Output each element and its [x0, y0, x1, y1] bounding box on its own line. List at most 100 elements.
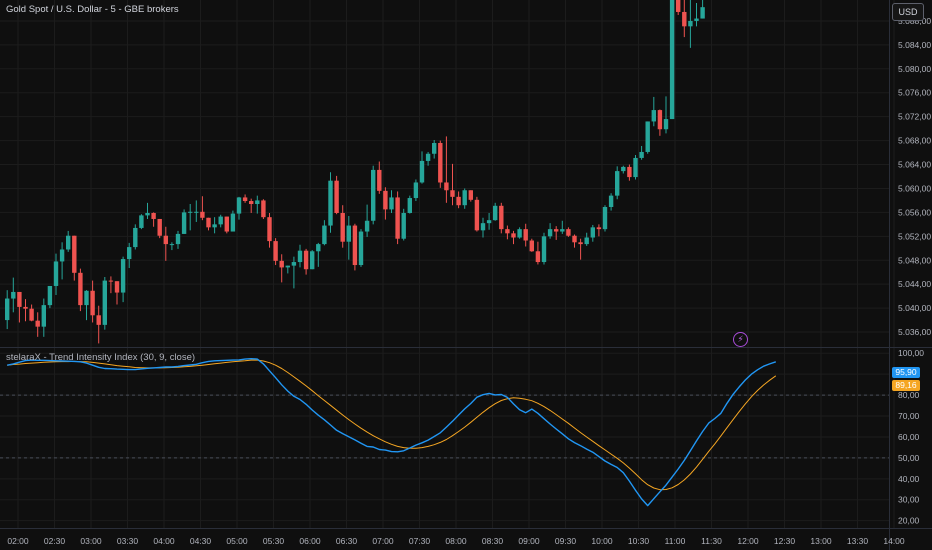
candle [474, 196, 480, 232]
price-axis-tick-label: 5.056,00 [898, 207, 931, 217]
candle [35, 312, 40, 337]
candle [279, 254, 284, 283]
candle-body [175, 233, 181, 245]
symbol-title[interactable]: Gold Spot / U.S. Dollar - 5 - GBE broker… [6, 4, 179, 15]
candle [486, 212, 492, 230]
candle-body [486, 220, 492, 224]
indicator-axis-tick-label: 30,00 [898, 495, 920, 505]
candle [627, 164, 632, 181]
candle-body [322, 225, 327, 245]
candle [108, 276, 114, 294]
candle [346, 215, 351, 260]
candle-body [547, 229, 553, 237]
price-axis-tick-label: 5.084,00 [898, 40, 931, 50]
candle [212, 217, 217, 234]
candle [566, 227, 571, 237]
candle [639, 145, 644, 160]
candle-body [499, 205, 504, 230]
candle [316, 242, 321, 267]
candle [249, 198, 254, 213]
candle-body [663, 119, 669, 130]
candle-body [364, 220, 370, 232]
candle [450, 163, 455, 206]
indicator-series[interactable] [7, 358, 777, 507]
candle-body [157, 218, 162, 236]
candle-body [602, 207, 608, 230]
candle-body [352, 225, 358, 266]
candle-body [133, 227, 138, 248]
candle [413, 179, 419, 202]
candle [694, 2, 699, 27]
price-axis-tick-label: 5.052,00 [898, 231, 931, 241]
candle-body [639, 151, 644, 158]
time-axis-tick-label: 11:30 [701, 536, 722, 546]
candle-body [41, 305, 46, 327]
candle-body [108, 280, 114, 282]
candle [139, 214, 144, 230]
candle [499, 202, 504, 234]
candle [621, 165, 626, 174]
candle-body [169, 244, 175, 246]
candle-body [194, 211, 199, 213]
candle [389, 190, 394, 213]
candle-body [529, 240, 534, 252]
signal-last-value-badge: 89,16 [892, 380, 920, 391]
candle [151, 212, 156, 227]
time-axis-tick-label: 06:30 [336, 536, 358, 546]
candle-body [212, 224, 217, 228]
candle [444, 136, 449, 203]
candle [462, 188, 467, 209]
time-axis-tick-label: 09:00 [518, 536, 540, 546]
candle [700, 0, 705, 19]
candle-body [5, 298, 10, 321]
candle-body [181, 212, 187, 234]
candle [364, 204, 370, 237]
candle [53, 253, 59, 295]
candle [523, 223, 528, 247]
candle [157, 218, 162, 239]
candle [456, 191, 461, 209]
candle-body [163, 235, 168, 245]
candle-body [511, 233, 516, 238]
candle-body [419, 160, 425, 183]
candle-body [541, 236, 547, 263]
candle-body [438, 142, 443, 183]
time-axis-tick-label: 06:00 [299, 536, 321, 546]
candle-body [645, 121, 650, 152]
candle [145, 202, 150, 219]
candle [688, 0, 693, 48]
time-axis-tick-label: 07:00 [372, 536, 394, 546]
candle [120, 256, 126, 303]
tii-line [7, 358, 777, 507]
candlestick-series[interactable] [5, 0, 705, 344]
candle-body [621, 166, 626, 172]
indicator-title[interactable]: stelaraX - Trend Intensity Index (30, 9,… [6, 352, 196, 363]
candle [169, 242, 175, 251]
price-axis-tick-label: 5.064,00 [898, 160, 931, 170]
candle [163, 226, 168, 261]
candle-body [334, 180, 339, 213]
candle [480, 217, 486, 238]
candle-body [218, 216, 223, 225]
candle-body [395, 197, 400, 239]
candle [377, 161, 382, 194]
candle [127, 242, 132, 269]
candle [230, 210, 236, 232]
candle [133, 224, 138, 250]
candle [651, 96, 656, 127]
indicator-axis-tick-label: 100,00 [898, 348, 924, 358]
lightning-bolt-icon[interactable]: ⚡ [733, 332, 748, 347]
time-axis-tick-label: 08:30 [482, 536, 504, 546]
time-axis-tick-label: 02:30 [44, 536, 66, 546]
candle [541, 232, 547, 265]
candle-body [425, 153, 431, 161]
candle [188, 204, 193, 231]
candle [395, 191, 400, 245]
candle [273, 238, 278, 266]
candle [59, 242, 65, 280]
candle [200, 196, 205, 221]
candle [334, 175, 339, 215]
price-axis-tick-label: 5.068,00 [898, 136, 931, 146]
currency-button[interactable]: USD [892, 3, 924, 21]
